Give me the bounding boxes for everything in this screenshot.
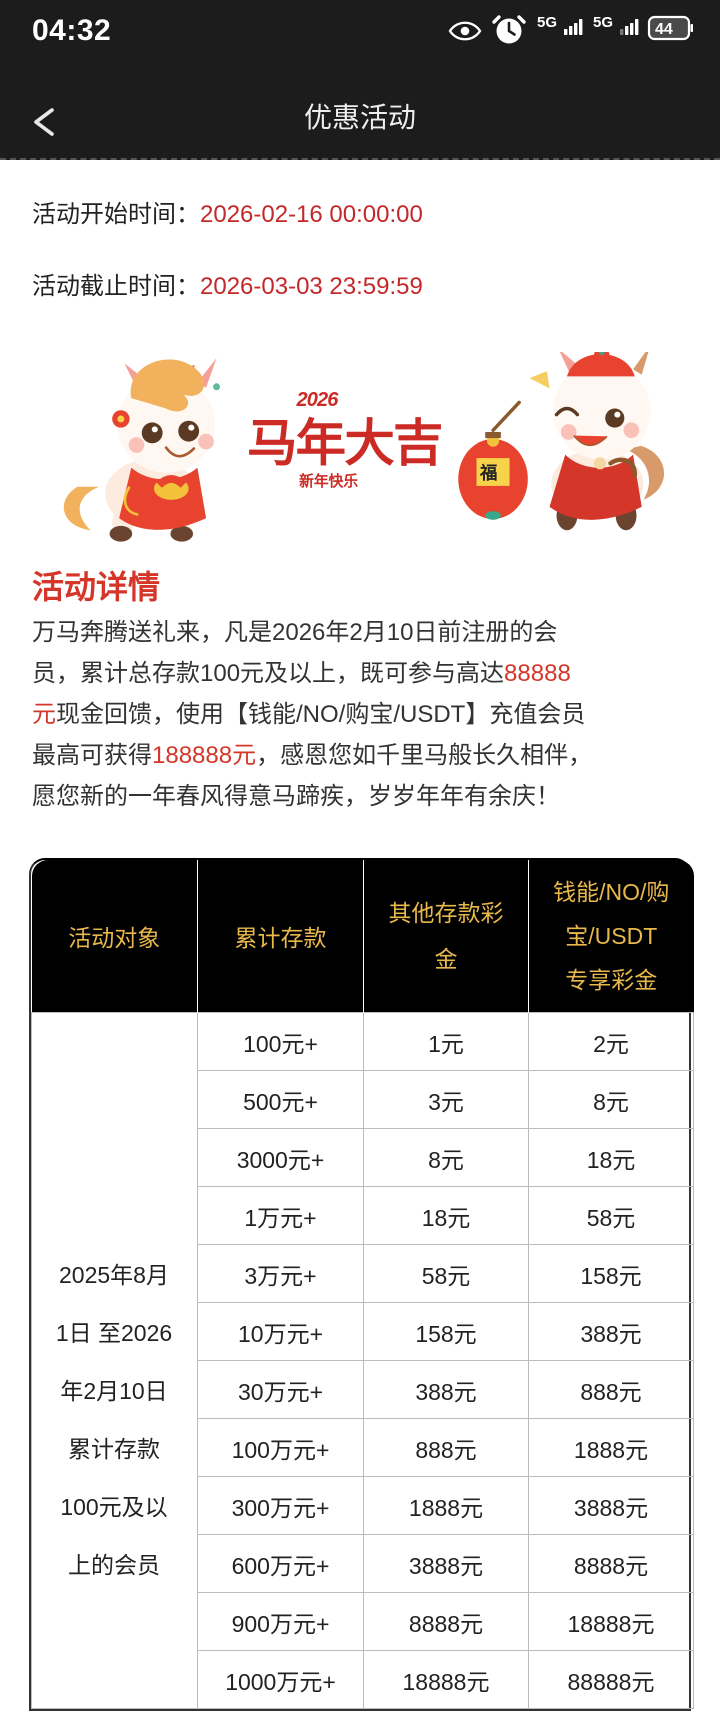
svg-text:福: 福 — [479, 463, 497, 483]
svg-text:5G: 5G — [593, 14, 613, 31]
svg-text:2026: 2026 — [296, 389, 340, 411]
svg-text:新年快乐: 新年快乐 — [299, 472, 358, 490]
svg-text:5G: 5G — [537, 14, 557, 31]
svg-text:44: 44 — [655, 21, 673, 38]
svg-text:马年大吉: 马年大吉 — [247, 415, 442, 472]
